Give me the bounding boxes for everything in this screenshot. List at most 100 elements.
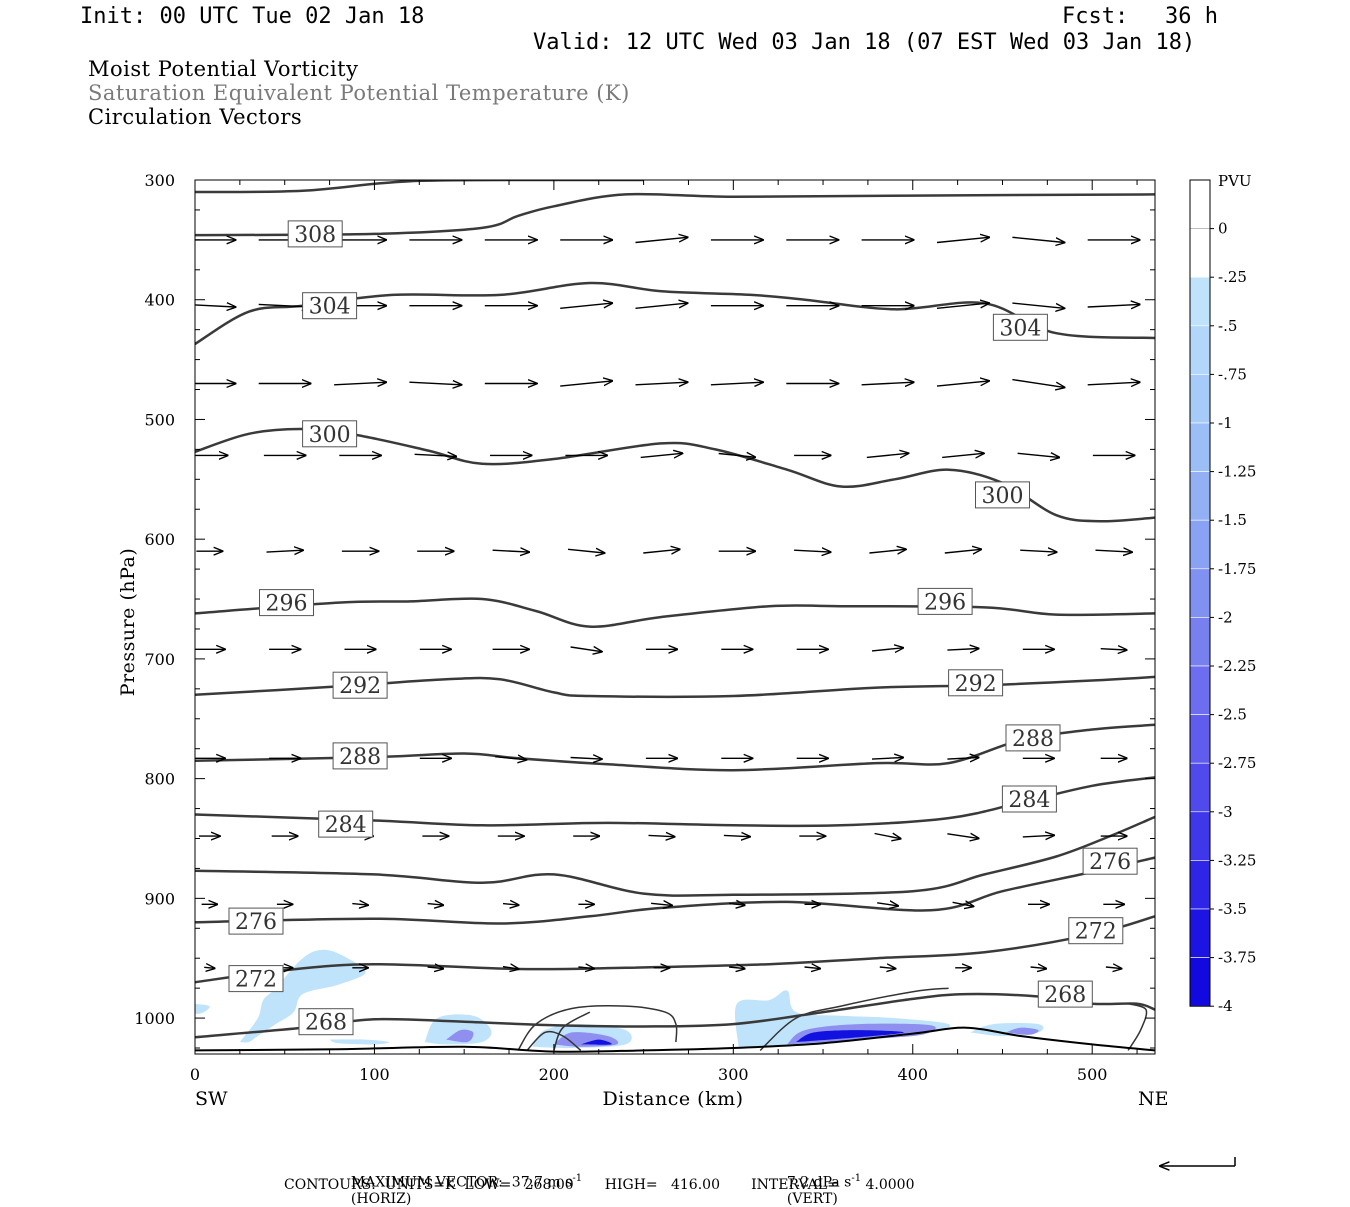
circulation-vector (1012, 302, 1064, 308)
circulation-vector (804, 967, 821, 969)
circulation-vector (723, 835, 750, 836)
y-tick-label: 400 (144, 291, 175, 310)
circulation-vector (1012, 236, 1064, 242)
circulation-vector (871, 758, 903, 760)
circulation-vector (936, 237, 989, 244)
circulation-vector (871, 648, 903, 651)
max-vector-vert-value: 7.2 dPa s (786, 1174, 852, 1191)
circulation-vector (1020, 550, 1056, 552)
valid-time: Valid: 12 UTC Wed 03 Jan 18 (07 EST Wed … (533, 30, 1196, 55)
colorbar-swatch (1189, 957, 1211, 1007)
contour-label-text: 300 (982, 484, 1024, 509)
colorbar-label: -3.5 (1218, 900, 1247, 918)
contour-label-text: 292 (339, 674, 381, 699)
title-mpv: Moist Potential Vorticity (88, 57, 359, 81)
contour-label-text: 308 (294, 223, 336, 248)
colorbar-label: -1.75 (1218, 560, 1256, 578)
colorbar-swatch (1189, 374, 1211, 424)
circulation-vector (502, 967, 519, 969)
horiz-unit-exponent: -1 (572, 1173, 583, 1184)
circulation-vector (640, 453, 683, 457)
circulation-vector (1100, 649, 1127, 650)
contour-label: 296 (917, 587, 973, 615)
circulation-vector (1087, 304, 1140, 307)
circulation-vector (570, 758, 602, 760)
circulation-vector (869, 549, 905, 553)
colorbar-frame (1189, 179, 1211, 1007)
colorbar-swatch (1189, 617, 1211, 667)
y-tick-label: 1000 (134, 1009, 175, 1028)
circulation-vector (414, 454, 457, 456)
isotherm-308 (195, 180, 644, 194)
contour-label-text: 276 (1089, 850, 1131, 875)
plot-frame (194, 179, 1156, 1055)
colorbar-label: -3 (1218, 803, 1233, 821)
colorbar-label: -1.25 (1218, 463, 1256, 481)
circulation-vector (648, 835, 675, 836)
circulation-vector (936, 381, 989, 387)
circulation-vector (877, 903, 898, 906)
x-tick-label: 0 (190, 1065, 200, 1084)
contour-label: 272 (1068, 917, 1124, 945)
mpv-shaded-region (580, 1039, 612, 1045)
colorbar-label: -2.5 (1218, 706, 1247, 724)
circulation-vector (492, 550, 529, 552)
colorbar-swatch (1189, 519, 1211, 570)
colorbar-label: -.5 (1218, 317, 1237, 335)
contour-label-text: 300 (309, 423, 351, 448)
circulation-vector (729, 904, 745, 906)
circulation-vector (258, 304, 311, 307)
circulation-vector (427, 904, 444, 906)
mpv-contour-line (553, 1011, 591, 1051)
isotherm-276 (195, 856, 1155, 925)
x-left-label: SW (195, 1088, 228, 1110)
contour-label-text: 284 (1008, 788, 1050, 813)
circulation-vector (947, 649, 978, 651)
vert-label: (VERT) (786, 1190, 838, 1207)
vert-unit-exponent: -1 (851, 1173, 862, 1184)
y-tick-label: 800 (144, 770, 175, 789)
mpv-shaded-region (796, 1030, 904, 1042)
circulation-vector (635, 237, 688, 244)
colorbar-swatch (1189, 422, 1211, 472)
y-tick-label: 500 (144, 410, 175, 429)
mpv-contour-line (526, 1030, 582, 1051)
contour-label-text: 268 (305, 1011, 347, 1036)
circulation-vector (794, 550, 830, 552)
colorbar-label: -3.75 (1218, 949, 1256, 967)
circulation-vector (643, 549, 679, 553)
title-theta-es: Saturation Equivalent Potential Temperat… (88, 81, 630, 105)
circulation-vector (952, 902, 974, 906)
contour-label: 300 (302, 420, 358, 448)
contour-label: 268 (298, 1008, 354, 1036)
colorbar-label: -4 (1218, 997, 1233, 1015)
max-vector-horiz-value: MAXIMUM VECTOR: 37.7 m s (350, 1174, 573, 1191)
colorbar-swatch (1189, 179, 1211, 230)
circulation-vector (502, 904, 519, 906)
forecast-label: Fcst: (1062, 4, 1129, 29)
colorbar-label: -.25 (1218, 268, 1247, 286)
contour-label-text: 304 (999, 316, 1041, 341)
colorbar-label: -2 (1218, 608, 1233, 626)
circulation-vector (861, 382, 914, 385)
colorbar-swatch (1189, 908, 1211, 958)
colorbar-label: -3.25 (1218, 851, 1256, 869)
x-axis-title: Distance (km) (602, 1088, 743, 1110)
isotherm-280 (195, 815, 1155, 897)
circulation-vector (195, 304, 235, 307)
contour-label-text: 272 (235, 968, 277, 993)
contour-label-text: 268 (1044, 983, 1086, 1008)
circulation-vector (1105, 967, 1122, 969)
x-right-label: NE (1138, 1088, 1169, 1110)
contour-label: 304 (992, 313, 1048, 341)
circulation-vector (944, 549, 981, 553)
colorbar-label: -2.75 (1218, 754, 1256, 772)
colorbar-swatch (1189, 228, 1211, 278)
colorbar-label: -.75 (1218, 365, 1247, 383)
contour-label-text: 272 (1075, 920, 1117, 945)
isotherm-272 (195, 915, 1155, 984)
contour-label-text: 296 (266, 592, 308, 617)
circulation-vector (1012, 378, 1064, 388)
circulation-vector (1095, 550, 1132, 552)
colorbar-label: 0 (1218, 220, 1228, 238)
